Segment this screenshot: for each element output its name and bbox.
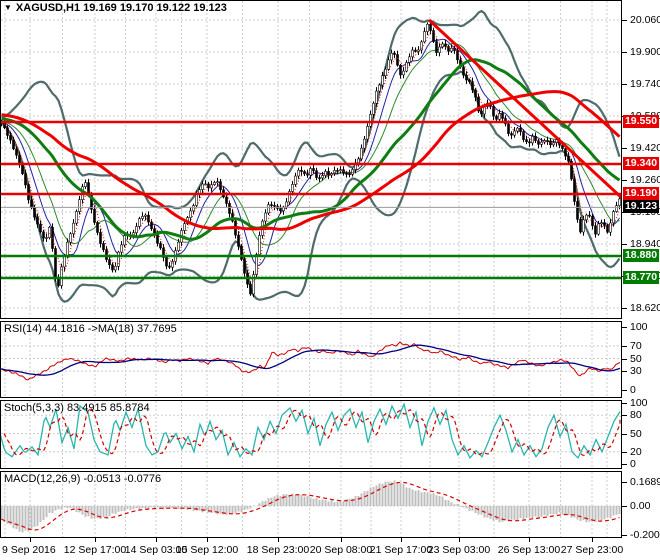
rsi-tick-label: 0	[630, 384, 636, 396]
time-tick-mark	[278, 538, 279, 542]
axis-tick-mark	[622, 390, 627, 391]
axis-tick-mark	[622, 52, 627, 53]
time-tick-mark	[207, 538, 208, 542]
stoch-tick-label: 80	[630, 409, 642, 421]
time-axis-label: 9 Sep 2016	[2, 544, 56, 556]
rsi-canvas[interactable]	[0, 321, 622, 398]
price-tick-label: 20.060	[630, 14, 660, 26]
price-tick-label: 19.420	[630, 142, 660, 154]
rsi-tick-label: 70	[630, 340, 642, 352]
level-price-badge: 19.340	[623, 157, 659, 170]
axis-tick-mark	[622, 434, 627, 435]
time-axis-label: 20 Sep 08:00	[309, 544, 373, 556]
axis-tick-mark	[622, 415, 627, 416]
time-axis-label: 12 Sep 17:00	[63, 544, 127, 556]
time-tick-mark	[95, 538, 96, 542]
price-tick-label: 18.620	[630, 302, 660, 314]
axis-tick-mark	[622, 244, 627, 245]
axis-tick-mark	[622, 308, 627, 309]
axis-tick-mark	[622, 452, 627, 453]
price-axis[interactable]: 20.06019.90019.74019.58019.42019.26019.1…	[622, 0, 660, 541]
rsi-pane[interactable]: RSI(14) 44.1816 ->MA(18) 37.7695	[0, 321, 622, 398]
stoch-tick-label: 100	[630, 397, 648, 409]
level-price-badge: 19.550	[623, 115, 659, 128]
symbol-ohlc-label: XAGUSD,H1 19.169 19.170 19.122 19.123	[15, 2, 227, 14]
axis-tick-mark	[622, 327, 627, 328]
price-tick-label: 19.900	[630, 46, 660, 58]
macd-label: MACD(12,26,9) -0.0513 -0.0776	[4, 473, 162, 485]
stoch-tick-label: 0	[630, 458, 636, 470]
level-price-badge: 18.880	[623, 249, 659, 262]
stoch-tick-label: 20	[630, 446, 642, 458]
time-tick-mark	[30, 538, 31, 542]
macd-tick-label: -0.2009	[630, 529, 660, 541]
time-axis-label: 21 Sep 17:00	[369, 544, 433, 556]
time-axis-label: 18 Sep 23:00	[246, 544, 310, 556]
current-price-badge: 19.123	[623, 200, 659, 213]
level-price-badge: 18.770	[623, 271, 659, 284]
rsi-tick-label: 50	[630, 353, 642, 365]
time-tick-mark	[459, 538, 460, 542]
macd-pane[interactable]: MACD(12,26,9) -0.0513 -0.0776	[0, 471, 622, 538]
axis-tick-mark	[622, 359, 627, 360]
stochastic-label: Stoch(5,3,3) 83.4915 85.8784	[4, 402, 150, 414]
axis-tick-mark	[622, 371, 627, 372]
chart-title: ▼ XAGUSD,H1 19.169 19.170 19.122 19.123	[4, 2, 227, 14]
main-chart-pane[interactable]: ▼ XAGUSD,H1 19.169 19.170 19.122 19.123	[0, 0, 622, 319]
time-tick-mark	[529, 538, 530, 542]
price-tick-label: 19.740	[630, 78, 660, 90]
stoch-tick-label: 50	[630, 428, 642, 440]
stochastic-canvas[interactable]	[0, 400, 622, 469]
axis-tick-mark	[622, 346, 627, 347]
price-tick-label: 19.260	[630, 174, 660, 186]
time-axis-label: 14 Sep 03:00	[124, 544, 188, 556]
axis-tick-mark	[622, 506, 627, 507]
axis-tick-mark	[622, 20, 627, 21]
axis-tick-mark	[622, 84, 627, 85]
time-axis-label: 15 Sep 12:00	[175, 544, 239, 556]
axis-tick-mark	[622, 180, 627, 181]
axis-tick-mark	[622, 403, 627, 404]
time-tick-mark	[401, 538, 402, 542]
main-chart-canvas[interactable]	[0, 0, 622, 319]
macd-tick-label: 0.1689	[630, 476, 660, 488]
time-axis-label: 23 Sep 03:00	[427, 544, 491, 556]
time-axis-label: 27 Sep 23:00	[560, 544, 624, 556]
macd-canvas[interactable]	[0, 471, 622, 538]
axis-tick-mark	[622, 464, 627, 465]
stochastic-pane[interactable]: Stoch(5,3,3) 83.4915 85.8784	[0, 400, 622, 469]
axis-tick-mark	[622, 148, 627, 149]
time-axis-label: 26 Sep 13:00	[497, 544, 561, 556]
dropdown-icon[interactable]: ▼	[4, 3, 12, 12]
axis-tick-mark	[622, 535, 627, 536]
rsi-tick-label: 100	[630, 321, 648, 333]
level-price-badge: 19.190	[623, 187, 659, 200]
time-axis[interactable]: 9 Sep 2016 12 Sep 17:00 14 Sep 03:00 15 Sep…	[0, 538, 660, 560]
rsi-tick-label: 30	[630, 365, 642, 377]
rsi-label: RSI(14) 44.1816 ->MA(18) 37.7695	[4, 323, 177, 335]
axis-tick-mark	[622, 482, 627, 483]
price-tick-label: 18.940	[630, 238, 660, 250]
macd-tick-label: 0.00	[630, 500, 651, 512]
time-tick-mark	[592, 538, 593, 542]
time-tick-mark	[341, 538, 342, 542]
time-tick-mark	[156, 538, 157, 542]
